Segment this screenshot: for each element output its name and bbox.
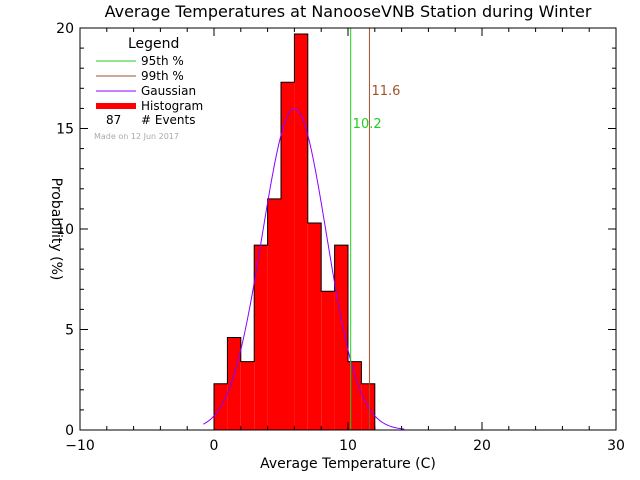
percentile-value-label-0: 10.2 <box>353 117 382 132</box>
y-tick-label: 20 <box>56 21 74 37</box>
percentile-value-label-1: 11.6 <box>371 84 400 99</box>
histogram-bar-1 <box>227 337 241 430</box>
histogram-bar-10 <box>348 361 362 430</box>
legend-label-95th: 95th % <box>141 54 184 68</box>
events-count: 87 <box>106 113 121 127</box>
x-tick-label: −10 <box>65 438 95 454</box>
y-tick-label: 15 <box>56 122 74 138</box>
histogram-bar-8 <box>321 291 335 430</box>
histogram-bars <box>213 33 376 431</box>
legend-label-histogram: Histogram <box>141 99 203 113</box>
histogram-bar-9 <box>334 245 348 430</box>
y-axis-ticks: 0 5 10 15 20 <box>56 21 616 439</box>
events-label: # Events <box>141 113 196 127</box>
legend-title: Legend <box>128 36 179 52</box>
histogram-bar-3 <box>254 245 268 430</box>
x-axis-ticks: −10 0 10 20 30 <box>65 28 625 454</box>
x-tick-label: 30 <box>607 438 625 454</box>
histogram-bar-7 <box>307 222 322 430</box>
chart-title: Average Temperatures at NanooseVNB Stati… <box>105 2 592 21</box>
percentile-lines: 10.2 11.6 <box>350 28 400 430</box>
histogram-bar-4 <box>267 198 281 430</box>
x-tick-label: 0 <box>210 438 219 454</box>
y-tick-label: 10 <box>56 222 74 238</box>
x-tick-label: 20 <box>473 438 491 454</box>
made-on-note: Made on 12 Jun 2017 <box>94 132 179 141</box>
y-axis-label: Probability (%) <box>48 178 64 281</box>
x-axis-label: Average Temperature (C) <box>260 456 436 472</box>
histogram-bar-5 <box>281 82 295 431</box>
x-tick-label: 10 <box>339 438 357 454</box>
y-tick-label: 0 <box>65 423 74 439</box>
histogram-bar-6 <box>294 34 308 430</box>
legend-label-gaussian: Gaussian <box>141 84 196 98</box>
histogram-outline <box>213 33 376 430</box>
y-tick-label: 5 <box>65 323 74 339</box>
gaussian-curve <box>203 107 405 430</box>
gaussian-curve-group <box>203 107 405 430</box>
histogram-bar-2 <box>240 361 255 430</box>
legend-label-99th: 99th % <box>141 69 184 83</box>
legend: Legend 95th % 99th % Gaussian Histogram … <box>94 36 203 141</box>
